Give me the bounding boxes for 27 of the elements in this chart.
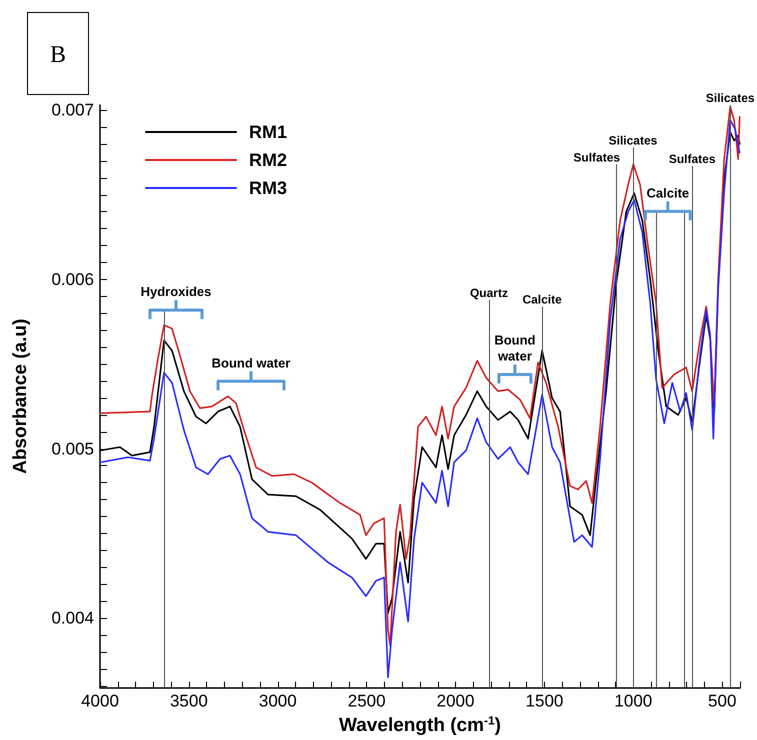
annotation: Hydroxides bbox=[140, 284, 212, 300]
legend-label: RM2 bbox=[249, 150, 288, 170]
legend-label: RM1 bbox=[249, 122, 288, 142]
y-axis-title: Absorbance (a.u) bbox=[10, 318, 31, 474]
y-tick-label: 0.004 bbox=[51, 608, 94, 628]
annotation: Silicates bbox=[608, 133, 658, 148]
x-tick-label: 1500 bbox=[526, 692, 564, 711]
annotation: Bound water bbox=[212, 355, 290, 370]
x-tick-label: 500 bbox=[708, 692, 736, 711]
x-tick-label: 3500 bbox=[170, 692, 208, 711]
annotation: Silicates bbox=[706, 91, 755, 105]
x-tick-label: 4000 bbox=[81, 692, 119, 711]
y-tick-label: 0.007 bbox=[51, 100, 94, 120]
y-tick-label: 0.006 bbox=[51, 270, 94, 289]
text: B bbox=[50, 42, 66, 68]
x-tick-label: 2000 bbox=[436, 692, 474, 711]
legend-label: RM3 bbox=[249, 178, 288, 198]
annotation: Calcite bbox=[522, 292, 562, 307]
annotation: Quartz bbox=[470, 286, 508, 300]
x-tick-label: 2500 bbox=[348, 692, 386, 711]
x-tick-label: 1000 bbox=[614, 692, 652, 711]
y-tick-label: 0.005 bbox=[51, 439, 94, 458]
x-tick-label: 3000 bbox=[258, 692, 297, 711]
annotation: Calcite bbox=[646, 185, 690, 200]
annotation: Sulfates bbox=[668, 152, 716, 166]
annotation: Sulfates bbox=[573, 150, 620, 164]
annotation: Bound water bbox=[494, 332, 536, 364]
